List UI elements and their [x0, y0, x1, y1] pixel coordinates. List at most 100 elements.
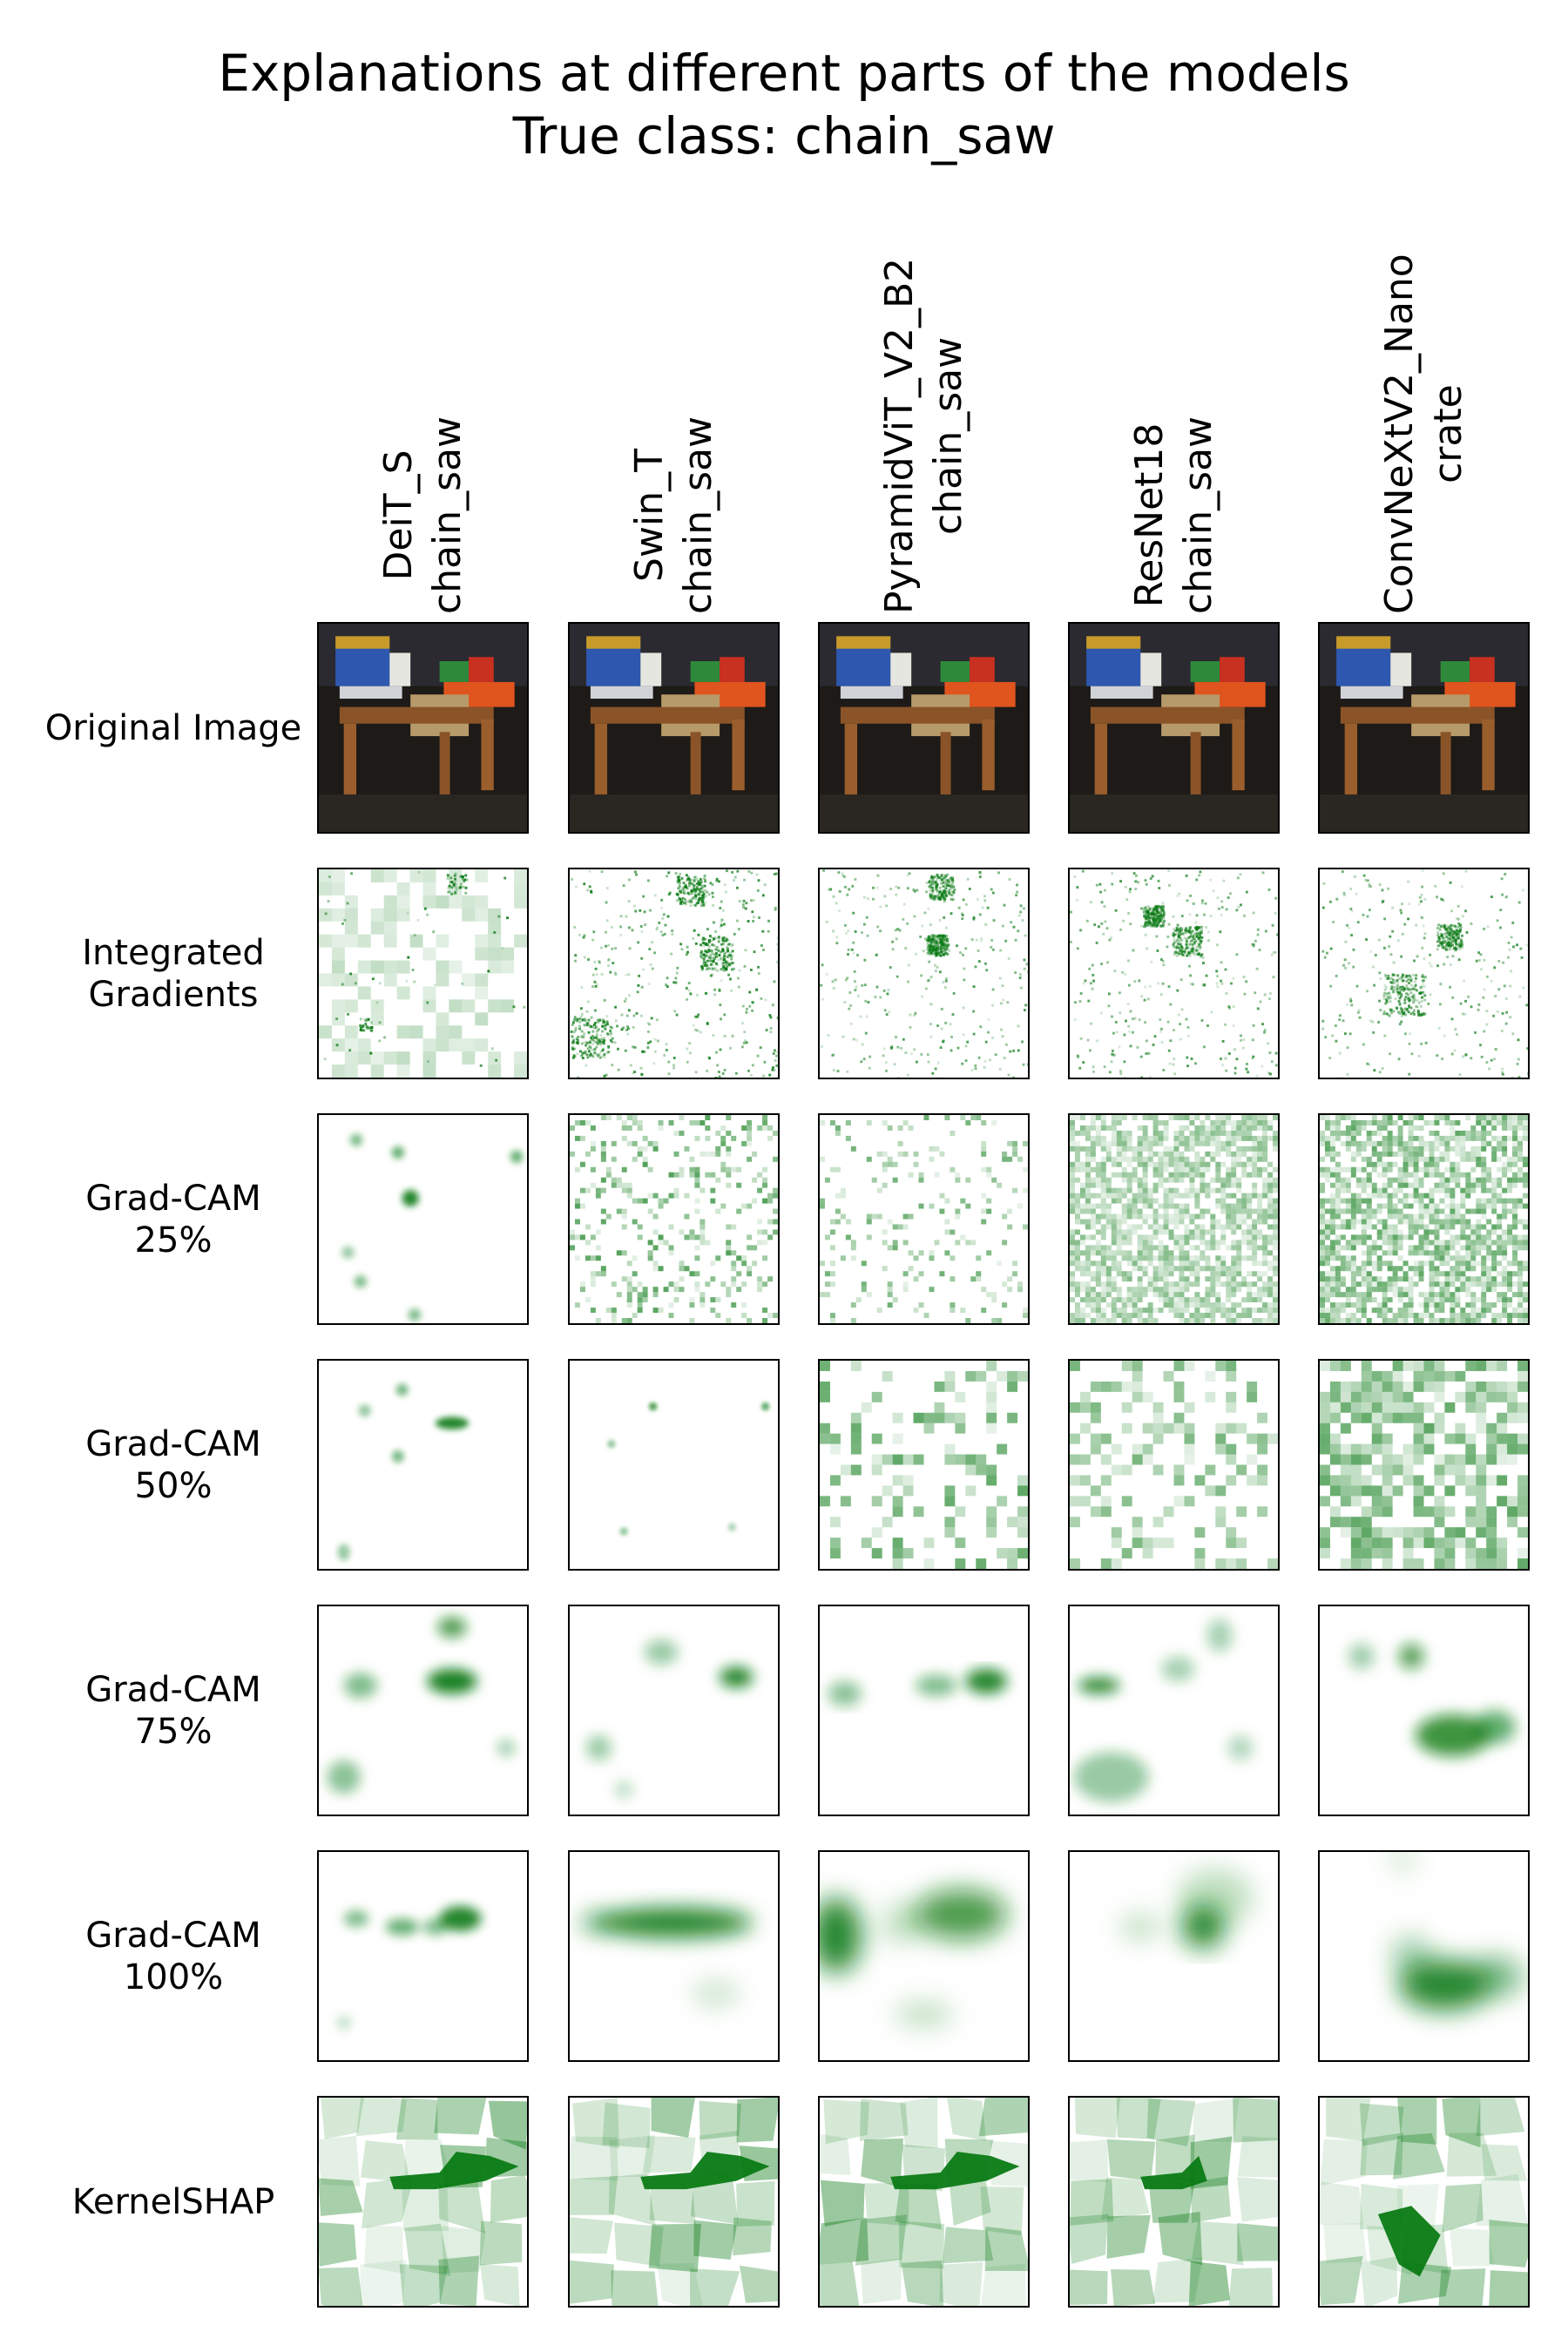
heatmap-pyramidvit_v2_b2-row2 — [818, 1113, 1030, 1325]
row-label-line1: Integrated — [82, 932, 265, 973]
heatmap-graphic — [1348, 1644, 1516, 1757]
heatmap-graphic — [820, 869, 1028, 1078]
row-label-line1: Grad-CAM — [85, 1178, 261, 1219]
column-model-name: DeiT_S — [375, 449, 421, 581]
heatmap-pyramidvit_v2_b2-row1 — [818, 868, 1030, 1079]
heatmap-graphic — [1070, 869, 1278, 1078]
heatmap-graphic — [1390, 1852, 1524, 2011]
title-line-1: Explanations at different parts of the m… — [218, 44, 1350, 103]
heatmap-deit_s-row2 — [317, 1113, 529, 1325]
heatmap-graphic — [570, 2098, 778, 2306]
figure-title: Explanations at different parts of the m… — [0, 42, 1568, 167]
row-label: Grad-CAM 100% — [0, 1915, 347, 1998]
title-line-2: True class: chain_saw — [512, 106, 1056, 166]
heatmap-swin_t-row3 — [568, 1359, 780, 1571]
heatmap-graphic — [820, 1115, 1028, 1323]
heatmap-graphic — [1073, 1619, 1254, 1802]
heatmap-graphic — [337, 1906, 482, 2030]
original-image-convnextv2_nano-row0 — [1318, 622, 1530, 834]
heatmap-swin_t-row5 — [568, 1850, 780, 2062]
column-model-name: PyramidViT_V2_B2 — [876, 257, 922, 614]
original-image-graphic — [570, 624, 778, 832]
column-prediction: chain_saw — [424, 416, 470, 614]
heatmap-graphic — [1070, 1115, 1278, 1323]
heatmap-convnextv2_nano-row3 — [1318, 1359, 1530, 1571]
column-model-name: Swin_T — [626, 449, 672, 582]
original-image-graphic — [820, 624, 1028, 832]
heatmap-graphic — [820, 1889, 1008, 2027]
heatmap-graphic — [607, 1402, 770, 1536]
heatmap-graphic — [570, 1115, 778, 1323]
heatmap-graphic — [319, 2098, 527, 2306]
heatmap-swin_t-row4 — [568, 1605, 780, 1816]
heatmap-resnet18-row1 — [1068, 868, 1280, 1079]
column-header-resnet18: ResNet18 chain_saw — [1125, 416, 1223, 614]
column-header-swin_t: Swin_T chain_saw — [625, 416, 723, 614]
heatmap-graphic — [319, 869, 527, 1078]
column-prediction: chain_saw — [675, 416, 720, 614]
heatmap-graphic — [327, 1616, 515, 1794]
row-label: Original Image — [0, 707, 347, 749]
row-label-line1: Original Image — [44, 707, 302, 748]
heatmap-resnet18-row6 — [1068, 2096, 1280, 2308]
row-label-line1: KernelSHAP — [71, 2181, 275, 2222]
heatmap-convnextv2_nano-row5 — [1318, 1850, 1530, 2062]
heatmap-graphic — [820, 2098, 1028, 2306]
column-prediction: crate — [1425, 384, 1470, 483]
heatmap-graphic — [586, 1639, 754, 1798]
heatmap-graphic — [828, 1668, 1008, 1707]
column-header-pyramidvit_v2_b2: PyramidViT_V2_B2 chain_saw — [875, 258, 973, 614]
row-label-line2: 100% — [123, 1957, 224, 1997]
row-label-line2: Gradients — [88, 974, 259, 1015]
heatmap-deit_s-row1 — [317, 868, 529, 1079]
heatmap-convnextv2_nano-row4 — [1318, 1605, 1530, 1816]
heatmap-deit_s-row3 — [317, 1359, 529, 1571]
heatmap-swin_t-row6 — [568, 2096, 780, 2308]
heatmap-swin_t-row2 — [568, 1113, 780, 1325]
heatmap-graphic — [337, 1383, 470, 1561]
row-label-line1: Grad-CAM — [85, 1915, 261, 1956]
row-label: Integrated Gradients — [0, 932, 347, 1016]
original-image-pyramidvit_v2_b2-row0 — [818, 622, 1030, 834]
heatmap-graphic — [341, 1133, 524, 1321]
row-label-line2: 50% — [134, 1465, 213, 1506]
heatmap-pyramidvit_v2_b2-row4 — [818, 1605, 1030, 1816]
heatmap-resnet18-row3 — [1068, 1359, 1280, 1571]
row-label: Grad-CAM 50% — [0, 1423, 347, 1507]
column-prediction: chain_saw — [925, 336, 970, 535]
column-prediction: chain_saw — [1175, 416, 1220, 614]
heatmap-deit_s-row4 — [317, 1605, 529, 1816]
heatmap-convnextv2_nano-row2 — [1318, 1113, 1530, 1325]
heatmap-pyramidvit_v2_b2-row5 — [818, 1850, 1030, 2062]
original-image-graphic — [1070, 624, 1278, 832]
row-label: Grad-CAM 75% — [0, 1669, 347, 1753]
original-image-graphic — [1320, 624, 1528, 832]
heatmap-graphic — [1320, 1361, 1528, 1569]
heatmap-graphic — [1321, 869, 1528, 1078]
heatmap-graphic — [820, 1361, 1028, 1569]
column-header-convnextv2_nano: ConvNeXtV2_Nano crate — [1375, 253, 1473, 614]
heatmap-resnet18-row4 — [1068, 1605, 1280, 1816]
heatmap-swin_t-row1 — [568, 868, 780, 1079]
heatmap-graphic — [1320, 2098, 1528, 2306]
row-label: Grad-CAM 25% — [0, 1178, 347, 1261]
original-image-swin_t-row0 — [568, 622, 780, 834]
column-header-deit_s: DeiT_S chain_saw — [375, 416, 472, 614]
heatmap-graphic — [1119, 1869, 1254, 1948]
heatmap-deit_s-row6 — [317, 2096, 529, 2308]
row-label-line1: Grad-CAM — [85, 1669, 261, 1710]
row-label-line2: 25% — [134, 1220, 213, 1260]
heatmap-resnet18-row2 — [1068, 1113, 1280, 1325]
heatmap-convnextv2_nano-row1 — [1318, 868, 1530, 1079]
row-label-line2: 75% — [134, 1711, 213, 1752]
column-model-name: ConvNeXtV2_Nano — [1376, 253, 1422, 614]
original-image-graphic — [319, 624, 527, 832]
heatmap-pyramidvit_v2_b2-row3 — [818, 1359, 1030, 1571]
heatmap-resnet18-row5 — [1068, 1850, 1280, 2062]
heatmap-graphic — [578, 1908, 754, 2011]
original-image-deit_s-row0 — [317, 622, 529, 834]
original-image-resnet18-row0 — [1068, 622, 1280, 834]
heatmap-convnextv2_nano-row6 — [1318, 2096, 1530, 2308]
heatmap-graphic — [570, 869, 778, 1078]
row-label: KernelSHAP — [0, 2181, 347, 2223]
